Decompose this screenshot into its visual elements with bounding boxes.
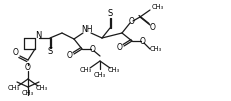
- Text: S: S: [107, 9, 112, 18]
- Text: O: O: [13, 48, 19, 57]
- Text: CH₃: CH₃: [149, 46, 161, 52]
- Text: CH₃: CH₃: [107, 67, 120, 73]
- Text: CH₃: CH₃: [8, 85, 20, 91]
- Text: O: O: [149, 23, 155, 32]
- Text: CH₃: CH₃: [80, 67, 92, 73]
- Text: NH: NH: [81, 25, 92, 35]
- Text: S: S: [47, 47, 52, 56]
- Text: N: N: [35, 32, 41, 41]
- Text: CH₃: CH₃: [22, 90, 34, 96]
- Text: CH₃: CH₃: [36, 85, 48, 91]
- Text: O: O: [128, 16, 134, 25]
- Text: O: O: [25, 64, 31, 73]
- Text: O: O: [117, 44, 122, 53]
- Text: O: O: [139, 37, 145, 46]
- Text: O: O: [67, 52, 73, 60]
- Text: CH₃: CH₃: [94, 72, 106, 78]
- Text: O: O: [89, 45, 95, 55]
- Text: CH₃: CH₃: [151, 4, 163, 10]
